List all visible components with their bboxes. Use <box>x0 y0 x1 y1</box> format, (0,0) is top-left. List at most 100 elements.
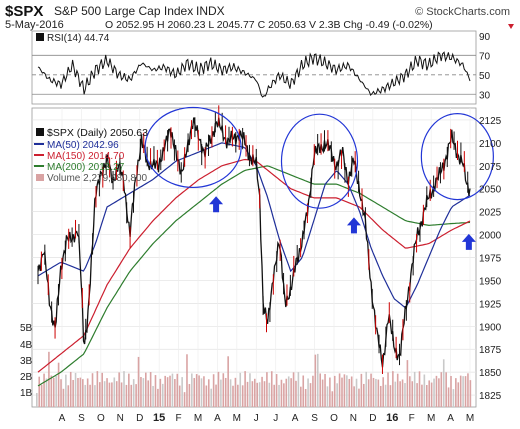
x-tick-label: O <box>330 413 338 424</box>
volume-bar <box>413 371 416 407</box>
y-tick-label: 1850 <box>479 368 502 379</box>
volume-bar <box>336 383 338 407</box>
volume-bar <box>464 376 467 407</box>
volume-bar <box>268 382 271 407</box>
y-tick-label: 1875 <box>479 345 502 356</box>
legend-price-swatch <box>36 128 44 136</box>
volume-bar <box>149 372 152 407</box>
x-tick-label: D <box>136 413 143 424</box>
volume-bar <box>425 385 428 407</box>
volume-bar <box>244 371 246 407</box>
ma200-line <box>37 165 471 387</box>
volume-bar <box>152 385 154 407</box>
volume-tick-label: 4B <box>20 340 33 351</box>
volume-bar <box>135 384 137 407</box>
up-arrow-icon <box>461 233 476 250</box>
volume-bar <box>401 379 404 407</box>
volume-bar <box>254 378 256 407</box>
volume-bar <box>258 382 261 407</box>
x-tick-label: A <box>214 413 221 424</box>
volume-bar <box>249 373 251 407</box>
volume-bar <box>45 378 48 407</box>
down-triangle-icon <box>508 24 514 29</box>
y-tick-label: 2075 <box>479 162 502 173</box>
volume-bar <box>178 385 181 407</box>
volume-bar <box>38 376 41 407</box>
volume-bar <box>106 378 108 407</box>
volume-axis: 5B 4B 3B 2B 1B <box>20 323 33 399</box>
x-tick-label: N <box>350 413 357 424</box>
x-tick-label: M <box>466 413 474 424</box>
volume-bar <box>270 371 273 407</box>
volume-tick-label: 5B <box>20 323 33 334</box>
volume-bar <box>72 379 74 407</box>
volume-bar <box>203 376 205 407</box>
volume-bar <box>142 378 145 407</box>
volume-bar <box>217 371 220 407</box>
volume-bar <box>154 375 157 407</box>
y-tick-label: 1950 <box>479 276 502 287</box>
y-tick-label: 2000 <box>479 231 502 242</box>
x-tick-label: A <box>59 413 66 424</box>
volume-bar <box>360 373 363 407</box>
volume-bar <box>348 378 351 407</box>
volume-bar <box>459 375 462 407</box>
volume-bar <box>341 377 343 407</box>
volume-bar <box>50 375 53 407</box>
volume-bar <box>316 353 319 407</box>
volume-bar <box>392 371 394 407</box>
legend-ma200: MA(200) 2013.27 <box>47 162 125 173</box>
volume-bar <box>188 384 191 407</box>
volume-bar <box>232 385 234 407</box>
legend-ma150: MA(150) 2014.70 <box>47 151 125 162</box>
y-tick-label: 1975 <box>479 254 502 265</box>
x-tick-label: O <box>97 413 105 424</box>
volume-bar <box>382 377 384 407</box>
volume-bar <box>355 378 358 407</box>
volume-bar <box>399 381 401 407</box>
volume-bar <box>375 378 377 407</box>
volume-bar <box>416 383 418 407</box>
volume-bar <box>300 386 302 407</box>
chart-date: 5-May-2016 <box>5 19 64 31</box>
x-tick-label: D <box>369 413 376 424</box>
volume-bar <box>394 381 397 407</box>
annotation-circle <box>420 113 494 201</box>
volume-bar <box>435 375 438 407</box>
volume-bar <box>166 377 169 407</box>
volume-bar <box>251 381 254 407</box>
volume-bar <box>389 385 392 407</box>
volume-bar <box>370 373 372 407</box>
volume-bar <box>130 384 133 407</box>
legend-volume-swatch <box>36 174 44 181</box>
volume-bar <box>120 382 123 407</box>
volume-bar <box>447 387 450 407</box>
volume-bar <box>137 356 140 407</box>
chart-exchange: INDX <box>196 4 225 18</box>
x-tick-label: F <box>409 413 415 424</box>
x-tick-label: N <box>117 413 124 424</box>
volume-bar <box>195 374 198 407</box>
volume-bar <box>396 373 399 407</box>
volume-bar <box>379 385 382 407</box>
chart-symbol: $SPX <box>5 3 43 20</box>
volume-bar <box>229 379 232 407</box>
volume-bar <box>113 377 116 407</box>
volume-bar <box>55 376 57 407</box>
rsi-tick-label: 90 <box>479 32 491 43</box>
volume-bar <box>418 371 421 407</box>
volume-bar <box>455 378 457 407</box>
volume-bar <box>365 371 368 407</box>
volume-bar <box>263 381 266 407</box>
volume-bar <box>145 372 147 407</box>
volume-bar <box>428 380 430 407</box>
volume-bar <box>445 372 447 407</box>
volume-bar <box>246 381 249 407</box>
volume-bar <box>74 372 77 407</box>
volume-bar <box>367 379 370 407</box>
volume-bar <box>210 388 212 407</box>
volume-bar <box>65 374 67 407</box>
volume-bar <box>280 379 283 407</box>
volume-bar <box>57 362 60 407</box>
volume-bar <box>297 372 300 407</box>
